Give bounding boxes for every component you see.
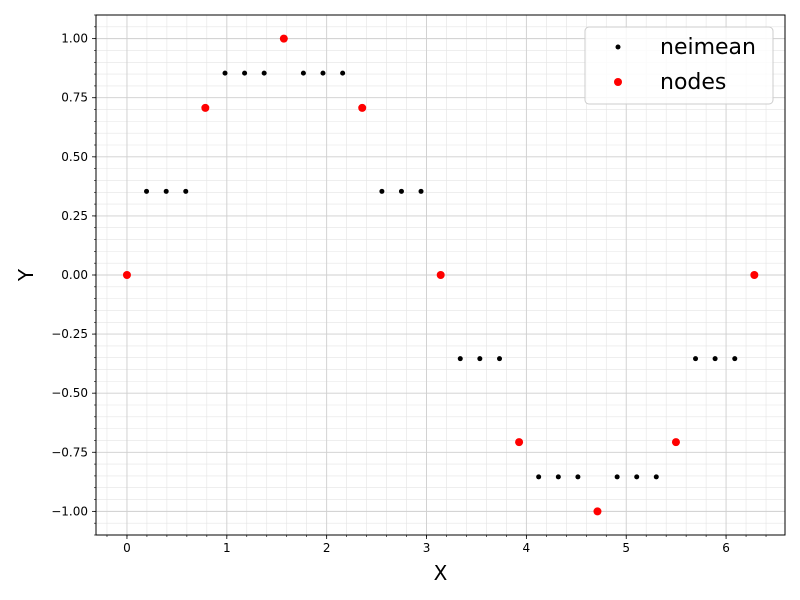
legend-label-nodes: nodes bbox=[660, 70, 726, 95]
legend-box bbox=[584, 26, 774, 105]
x-tick-label: 6 bbox=[722, 541, 730, 555]
point-neimean-6 bbox=[300, 70, 306, 76]
legend-marker-neimean bbox=[615, 44, 621, 50]
point-neimean-5 bbox=[261, 70, 267, 76]
legend-marker-nodes bbox=[614, 78, 622, 86]
x-tick-label: 5 bbox=[622, 541, 630, 555]
y-tick-label: −1.00 bbox=[51, 504, 88, 518]
point-nodes-5 bbox=[515, 438, 524, 447]
point-nodes-1 bbox=[201, 103, 210, 112]
x-tick-label: 0 bbox=[123, 541, 131, 555]
x-axis-label: X bbox=[434, 561, 448, 585]
point-nodes-7 bbox=[671, 438, 680, 447]
point-neimean-12 bbox=[457, 356, 463, 362]
y-tick-label: 0.25 bbox=[61, 209, 88, 223]
point-neimean-17 bbox=[575, 474, 581, 480]
point-neimean-4 bbox=[242, 70, 248, 76]
y-tick-label: −0.50 bbox=[51, 386, 88, 400]
point-nodes-8 bbox=[750, 271, 759, 279]
y-tick-label: 1.00 bbox=[61, 32, 88, 46]
point-neimean-13 bbox=[477, 356, 483, 362]
point-neimean-10 bbox=[398, 188, 404, 194]
point-neimean-23 bbox=[732, 356, 738, 362]
x-tick-label: 3 bbox=[423, 541, 431, 555]
plot-points bbox=[122, 34, 759, 516]
y-axis: 1.00 0.75 0.50 0.25 0.00 −0.25 −0.50 −0.75 −1.00 bbox=[51, 14, 96, 536]
y-tick-label: −0.25 bbox=[51, 327, 88, 341]
point-neimean-1 bbox=[163, 188, 169, 194]
point-neimean-18 bbox=[614, 474, 620, 480]
point-neimean-14 bbox=[497, 356, 503, 362]
point-neimean-15 bbox=[536, 474, 542, 480]
point-nodes-6 bbox=[593, 507, 602, 516]
point-neimean-19 bbox=[634, 474, 640, 480]
legend: neimean nodes bbox=[584, 26, 774, 105]
point-neimean-20 bbox=[653, 474, 659, 480]
point-neimean-3 bbox=[222, 70, 228, 76]
y-axis-label: Y bbox=[14, 268, 38, 282]
x-tick-label: 2 bbox=[323, 541, 331, 555]
point-neimean-8 bbox=[340, 70, 346, 76]
point-neimean-0 bbox=[144, 188, 150, 194]
point-neimean-9 bbox=[379, 188, 385, 194]
y-tick-label: −0.75 bbox=[51, 445, 88, 459]
point-nodes-4 bbox=[436, 271, 445, 279]
point-neimean-2 bbox=[183, 188, 189, 194]
y-tick-label: 0.00 bbox=[61, 268, 88, 282]
point-nodes-2 bbox=[279, 34, 288, 43]
point-neimean-11 bbox=[418, 188, 424, 194]
point-nodes-0 bbox=[122, 271, 131, 279]
x-tick-label: 1 bbox=[223, 541, 231, 555]
y-tick-label: 0.75 bbox=[61, 91, 88, 105]
point-neimean-21 bbox=[693, 356, 699, 362]
point-neimean-7 bbox=[320, 70, 326, 76]
y-tick-label: 0.50 bbox=[61, 150, 88, 164]
point-neimean-22 bbox=[712, 356, 718, 362]
point-neimean-16 bbox=[555, 474, 561, 480]
x-tick-label: 4 bbox=[523, 541, 531, 555]
x-axis: 0 1 2 3 4 5 6 bbox=[106, 535, 767, 555]
legend-label-neimean: neimean bbox=[660, 35, 756, 60]
point-nodes-3 bbox=[358, 103, 367, 112]
